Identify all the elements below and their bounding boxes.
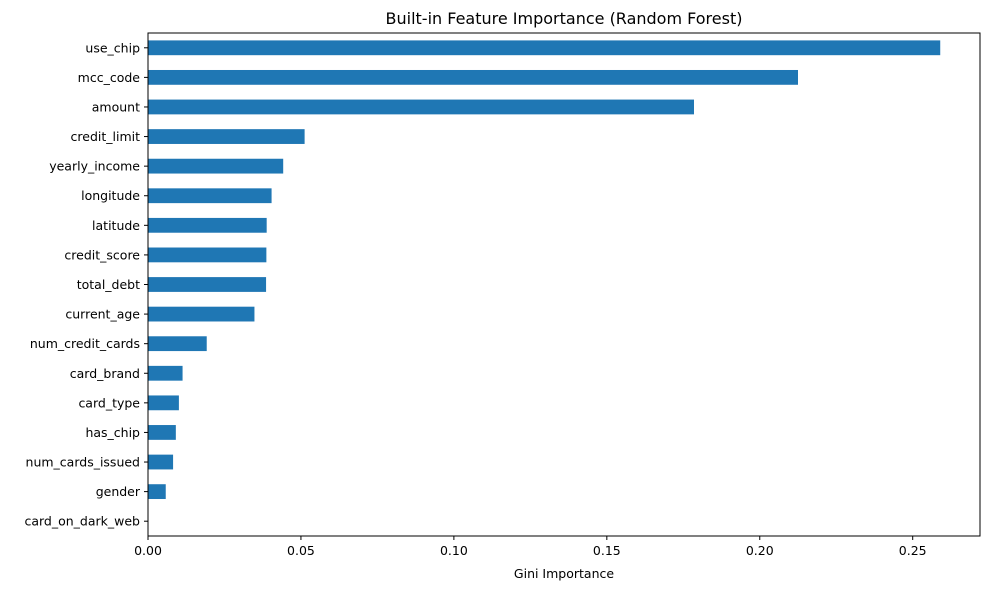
bars-layer <box>148 40 941 500</box>
y-tick-label: card_on_dark_web <box>24 514 140 529</box>
bar-yearly-income <box>148 158 284 174</box>
bar-amount <box>148 99 694 115</box>
y-tick-label: gender <box>96 484 141 499</box>
bar-total-debt <box>148 277 267 292</box>
bar-card-brand <box>148 365 183 381</box>
y-tick-label: longitude <box>81 188 140 203</box>
x-tick-label: 0.25 <box>899 543 927 558</box>
y-tick-label: total_debt <box>77 277 140 292</box>
bar-latitude <box>148 217 267 233</box>
bar-current-age <box>148 306 255 322</box>
bar-credit-limit <box>148 129 305 144</box>
bar-use-chip <box>148 40 941 56</box>
y-tick-label: amount <box>92 99 140 114</box>
bar-card-type <box>148 395 179 411</box>
y-tick-label: use_chip <box>85 40 140 55</box>
x-tick-label: 0.15 <box>593 543 621 558</box>
bar-has-chip <box>148 425 176 440</box>
y-tick-label: num_credit_cards <box>30 336 140 351</box>
y-tick-label: card_type <box>78 395 140 410</box>
bar-mcc-code <box>148 69 798 85</box>
y-tick-label: mcc_code <box>78 70 141 85</box>
bar-num-credit-cards <box>148 336 207 352</box>
y-tick-label: has_chip <box>85 425 140 440</box>
x-tick-label: 0.00 <box>134 543 162 558</box>
y-tick-label: credit_limit <box>71 129 141 144</box>
bar-longitude <box>148 188 272 204</box>
y-tick-label: latitude <box>92 218 140 233</box>
chart-title: Built-in Feature Importance (Random Fore… <box>386 9 743 28</box>
y-tick-label: current_age <box>65 307 140 322</box>
bar-credit-score <box>148 247 267 263</box>
x-axis-label: Gini Importance <box>514 566 614 581</box>
x-tick-label: 0.20 <box>746 543 774 558</box>
bar-gender <box>148 484 166 500</box>
y-tick-label: card_brand <box>70 366 140 381</box>
x-axis-ticks: 0.00 0.05 0.10 0.15 0.20 0.25 <box>134 536 927 558</box>
x-tick-label: 0.10 <box>440 543 468 558</box>
y-tick-label: num_cards_issued <box>26 455 140 470</box>
bar-num-cards-issued <box>148 454 174 470</box>
y-tick-label: yearly_income <box>49 159 140 174</box>
x-tick-label: 0.05 <box>287 543 315 558</box>
y-tick-label: credit_score <box>64 247 140 262</box>
